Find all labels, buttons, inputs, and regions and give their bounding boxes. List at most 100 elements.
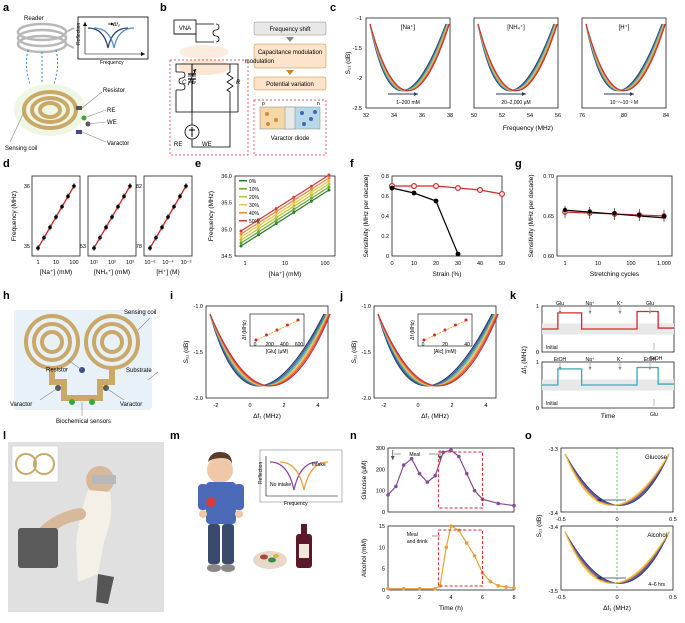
svg-text:100: 100 [376,489,385,495]
svg-text:10: 10 [53,260,59,266]
frequency-xlabel: Frequency [100,60,124,66]
svg-text:0: 0 [536,406,539,412]
svg-text:-2.0: -2.0 [362,396,371,402]
svg-text:0: 0 [382,510,385,516]
svg-text:0: 0 [615,517,618,523]
svg-text:36: 36 [24,184,30,190]
panel-label-n: n [350,430,357,442]
svg-text:10⁻⁶: 10⁻⁶ [144,259,155,266]
svg-text:0.70: 0.70 [543,174,554,180]
n-text: n [317,101,320,107]
resistor-label: Resistor [103,88,125,94]
svg-text:30: 30 [455,261,461,267]
svg-text:50%: 50% [249,219,260,225]
panel-j-chart: -2024-1.0-1.5-2.0S₁₁ (dB)Δf₁ (MHz)[Alc] … [348,300,508,425]
svg-text:Time (h): Time (h) [439,605,463,612]
panel-label-b: b [160,2,167,14]
panel-label-d: d [3,158,10,170]
reflection-ylabel: Reflection [76,23,82,45]
svg-text:5: 5 [382,567,385,573]
svg-text:-2: -2 [382,403,387,409]
intake-text: Intake [312,462,326,468]
panel-o-chart: Glucose-3.3-3.4-0.500.5Alcohol4–6 hrs-3.… [533,442,683,617]
svg-text:0%: 0% [249,179,257,185]
panel-label-o: o [525,430,532,442]
svg-text:[Alc] (mM): [Alc] (mM) [434,349,457,355]
svg-text:Na⁺: Na⁺ [585,357,594,363]
svg-text:-0.5: -0.5 [556,595,565,601]
panel-m-illustration: Intake No intake Reflection Frequency [178,442,348,617]
svg-text:4: 4 [316,403,319,409]
svg-text:10%: 10% [249,187,260,193]
svg-text:2: 2 [282,403,285,409]
svg-text:[Na⁺] (mM): [Na⁺] (mM) [40,269,72,276]
cap-mod-text: Capacitance modulation [258,50,322,56]
svg-text:2: 2 [418,595,421,601]
svg-text:-1.0: -1.0 [362,304,371,310]
panel-k-chart: GluNa⁺K⁺GluInitialEtOH01EtOHNa⁺K⁺EtOHIni… [518,300,683,425]
svg-text:Meal: Meal [409,452,420,458]
svg-text:Δf₁ (MHz): Δf₁ (MHz) [421,413,449,420]
varactor-text-r: Varactor [120,402,142,408]
varactor-diode-text: Varactor diode [271,136,310,142]
svg-text:Initial: Initial [546,401,558,407]
svg-text:0: 0 [248,403,251,409]
svg-text:-3.3: -3.3 [549,447,558,453]
svg-text:modulation: modulation [245,59,274,65]
svg-text:20%: 20% [249,195,260,201]
svg-text:S₁₁ (dB): S₁₁ (dB) [183,341,190,364]
svg-text:300: 300 [376,446,385,452]
svg-text:10: 10 [595,261,601,267]
panel-e-chart: 0%10%20%30%40%50%11010034.535.035.536.0F… [205,170,345,285]
svg-text:6: 6 [481,595,484,601]
svg-text:0: 0 [254,342,257,348]
sensing-coil-label: Sensing coil [5,146,37,152]
svg-text:[Na⁺]: [Na⁺] [401,24,416,31]
svg-text:Δf₁ (MHz): Δf₁ (MHz) [521,346,528,374]
resistor-text: Resistor [46,368,68,374]
svg-text:K⁺: K⁺ [617,301,623,307]
panel-g-chart: 1101001,0000.600.650.70Sensitivity (MHz … [525,170,680,285]
vna-text: VNA [179,26,191,32]
svg-text:0: 0 [416,403,419,409]
svg-text:1: 1 [536,360,539,366]
svg-text:10: 10 [411,261,417,267]
panel-label-i: i [170,290,173,302]
svg-text:-2: -2 [214,403,219,409]
svg-text:0: 0 [536,350,539,356]
re-text: RE [174,142,182,148]
svg-text:0: 0 [386,254,389,260]
svg-text:0.60: 0.60 [543,254,554,260]
svg-text:0: 0 [422,342,425,348]
svg-text:-1.5: -1.5 [362,350,371,356]
svg-text:K⁺: K⁺ [617,357,623,363]
svg-text:-2.0: -2.0 [194,396,203,402]
deltaf-label: Δf₀ [112,22,120,28]
svg-text:40: 40 [477,261,483,267]
svg-text:Glucose (μM): Glucose (μM) [361,460,368,499]
svg-text:36.0: 36.0 [221,174,232,180]
svg-text:52: 52 [499,113,505,119]
svg-text:400: 400 [280,342,289,348]
svg-text:Δf₁ (MHz): Δf₁ (MHz) [603,605,631,612]
svg-text:78: 78 [136,244,142,250]
svg-text:100: 100 [69,260,78,266]
m-frequency: Frequency [284,501,308,507]
panel-l-photo [8,442,168,617]
svg-text:40%: 40% [249,211,260,217]
svg-text:[NH₄⁺]: [NH₄⁺] [507,24,525,31]
re-label: RE [107,108,115,114]
panel-label-j: j [340,290,343,302]
svg-text:Frequency (MHz): Frequency (MHz) [11,191,18,241]
panel-a-diagram: Reader Δf₀ Reflection Frequency Resistor… [10,12,155,157]
svg-text:-1.5: -1.5 [194,350,203,356]
svg-text:[H⁺] (M): [H⁺] (M) [156,269,179,276]
svg-text:Δf₁ (MHz): Δf₁ (MHz) [253,413,281,420]
svg-text:10⁻⁴: 10⁻⁴ [162,259,174,266]
svg-text:EtOH: EtOH [644,357,657,363]
panel-label-e: e [195,158,201,170]
biochem-text: Biochemical sensors [56,419,111,425]
svg-text:0.5: 0.5 [669,517,677,523]
svg-text:10: 10 [379,545,385,551]
svg-text:15: 15 [379,524,385,530]
